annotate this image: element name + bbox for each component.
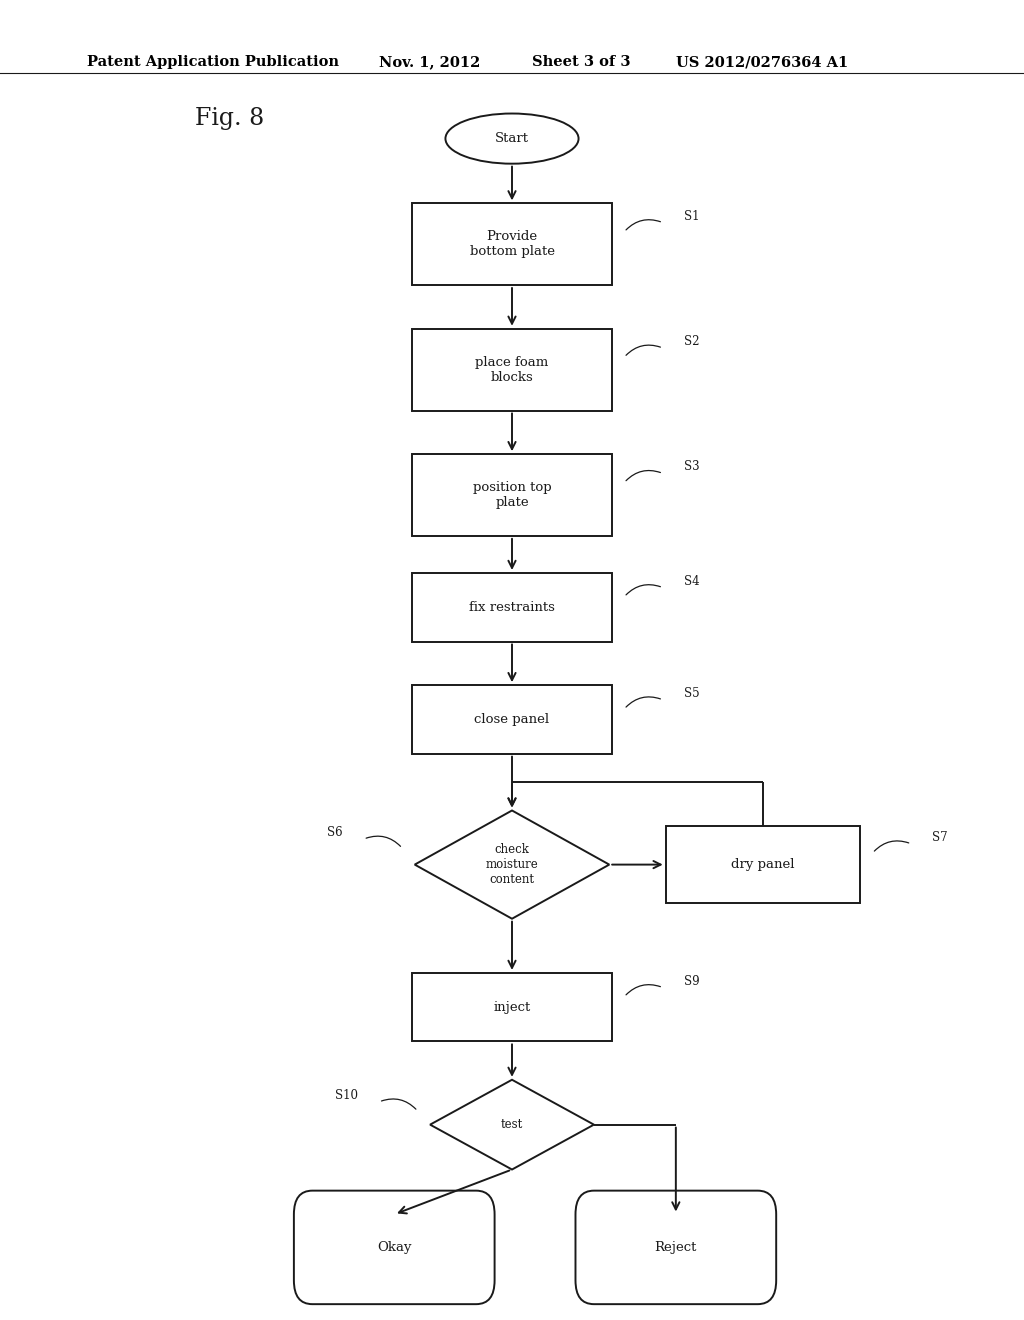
Text: US 2012/0276364 A1: US 2012/0276364 A1 xyxy=(676,55,848,70)
Text: Provide
bottom plate: Provide bottom plate xyxy=(469,230,555,259)
Bar xyxy=(412,454,611,536)
Text: S7: S7 xyxy=(932,830,947,843)
Text: S2: S2 xyxy=(684,335,699,348)
Text: check
moisture
content: check moisture content xyxy=(485,843,539,886)
Text: S10: S10 xyxy=(336,1089,358,1102)
Bar xyxy=(666,826,860,903)
Bar xyxy=(412,685,611,754)
Bar xyxy=(412,203,611,285)
Text: S4: S4 xyxy=(684,574,699,587)
Text: place foam
blocks: place foam blocks xyxy=(475,355,549,384)
Text: Okay: Okay xyxy=(377,1241,412,1254)
Text: fix restraints: fix restraints xyxy=(469,601,555,614)
FancyBboxPatch shape xyxy=(294,1191,495,1304)
Text: S1: S1 xyxy=(684,210,699,223)
Text: Start: Start xyxy=(495,132,529,145)
Text: position top
plate: position top plate xyxy=(473,480,551,510)
Bar xyxy=(412,329,611,411)
Text: close panel: close panel xyxy=(474,713,550,726)
Text: Sheet 3 of 3: Sheet 3 of 3 xyxy=(532,55,631,70)
Text: S6: S6 xyxy=(328,826,343,840)
Text: inject: inject xyxy=(494,1001,530,1014)
Text: S5: S5 xyxy=(684,686,699,700)
Bar xyxy=(412,973,611,1041)
Text: S9: S9 xyxy=(684,974,699,987)
Text: Fig. 8: Fig. 8 xyxy=(195,107,264,131)
Text: Nov. 1, 2012: Nov. 1, 2012 xyxy=(379,55,480,70)
Polygon shape xyxy=(415,810,609,919)
Text: S3: S3 xyxy=(684,461,699,474)
Polygon shape xyxy=(430,1080,594,1170)
Text: test: test xyxy=(501,1118,523,1131)
Text: Reject: Reject xyxy=(654,1241,697,1254)
Ellipse shape xyxy=(445,114,579,164)
Bar xyxy=(412,573,611,642)
FancyBboxPatch shape xyxy=(575,1191,776,1304)
Text: dry panel: dry panel xyxy=(731,858,795,871)
Text: Patent Application Publication: Patent Application Publication xyxy=(87,55,339,70)
